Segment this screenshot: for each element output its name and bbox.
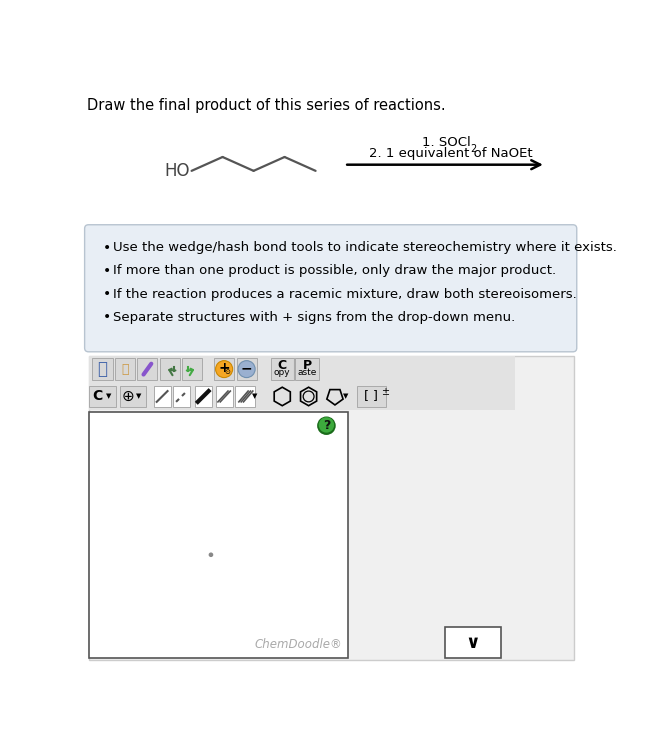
Text: ▼: ▼ — [253, 394, 258, 400]
Text: +: + — [218, 362, 230, 375]
Bar — [445, 628, 501, 658]
Bar — [214, 358, 234, 380]
Text: C: C — [92, 389, 103, 404]
Text: opy: opy — [274, 368, 291, 377]
Text: •: • — [103, 310, 110, 324]
Text: −: − — [241, 362, 253, 375]
Text: ChemDoodle®: ChemDoodle® — [254, 638, 342, 650]
Text: Use the wedge/hash bond tools to indicate stereochemistry where it exists.: Use the wedge/hash bond tools to indicat… — [113, 242, 617, 254]
Bar — [89, 356, 574, 660]
Bar — [182, 358, 202, 380]
Text: ▼: ▼ — [343, 394, 348, 400]
Circle shape — [238, 361, 255, 377]
Bar — [236, 358, 256, 380]
Text: ∨: ∨ — [466, 634, 480, 652]
Text: ✋: ✋ — [98, 360, 107, 378]
Bar — [235, 386, 255, 407]
Text: Draw the final product of this series of reactions.: Draw the final product of this series of… — [87, 98, 446, 112]
Text: ±: ± — [380, 387, 388, 397]
Bar — [297, 358, 317, 380]
Bar — [89, 383, 515, 410]
Bar — [154, 386, 171, 407]
Text: 🗑: 🗑 — [121, 363, 129, 376]
Text: If more than one product is possible, only draw the major product.: If more than one product is possible, on… — [113, 265, 556, 278]
Bar — [89, 412, 348, 658]
Bar — [138, 358, 158, 380]
Bar — [120, 386, 146, 407]
Bar — [357, 386, 386, 407]
Text: 2. 1 equivalent of NaOEt: 2. 1 equivalent of NaOEt — [369, 147, 532, 160]
Text: ?: ? — [323, 419, 330, 432]
Bar — [271, 358, 294, 380]
Text: •: • — [103, 264, 110, 278]
Circle shape — [317, 416, 336, 435]
Text: aste: aste — [297, 368, 317, 377]
Text: ▼: ▼ — [106, 394, 111, 400]
Bar — [89, 386, 116, 407]
Circle shape — [318, 417, 334, 433]
Text: 1. SOCl: 1. SOCl — [422, 136, 471, 149]
FancyBboxPatch shape — [85, 225, 577, 352]
Text: ⊙: ⊙ — [224, 369, 230, 375]
Text: 2: 2 — [470, 144, 477, 154]
Bar — [160, 358, 180, 380]
Text: Separate structures with + signs from the drop-down menu.: Separate structures with + signs from th… — [113, 310, 516, 324]
Text: ▼: ▼ — [136, 394, 141, 400]
Bar — [295, 358, 318, 380]
Text: ⊕: ⊕ — [121, 389, 134, 404]
Bar — [216, 386, 233, 407]
Text: HO: HO — [165, 162, 190, 180]
Bar — [92, 358, 112, 380]
Circle shape — [209, 553, 213, 557]
Bar — [115, 358, 135, 380]
Text: •: • — [103, 287, 110, 301]
Bar — [173, 386, 190, 407]
Text: If the reaction produces a racemic mixture, draw both stereoisomers.: If the reaction produces a racemic mixtu… — [113, 287, 577, 301]
Text: •: • — [103, 241, 110, 255]
Bar — [194, 386, 212, 407]
Text: [ ]: [ ] — [364, 389, 379, 402]
Text: C: C — [278, 358, 287, 372]
Circle shape — [216, 361, 233, 377]
Text: P: P — [302, 358, 311, 372]
Bar — [272, 358, 293, 380]
Bar — [89, 356, 515, 382]
